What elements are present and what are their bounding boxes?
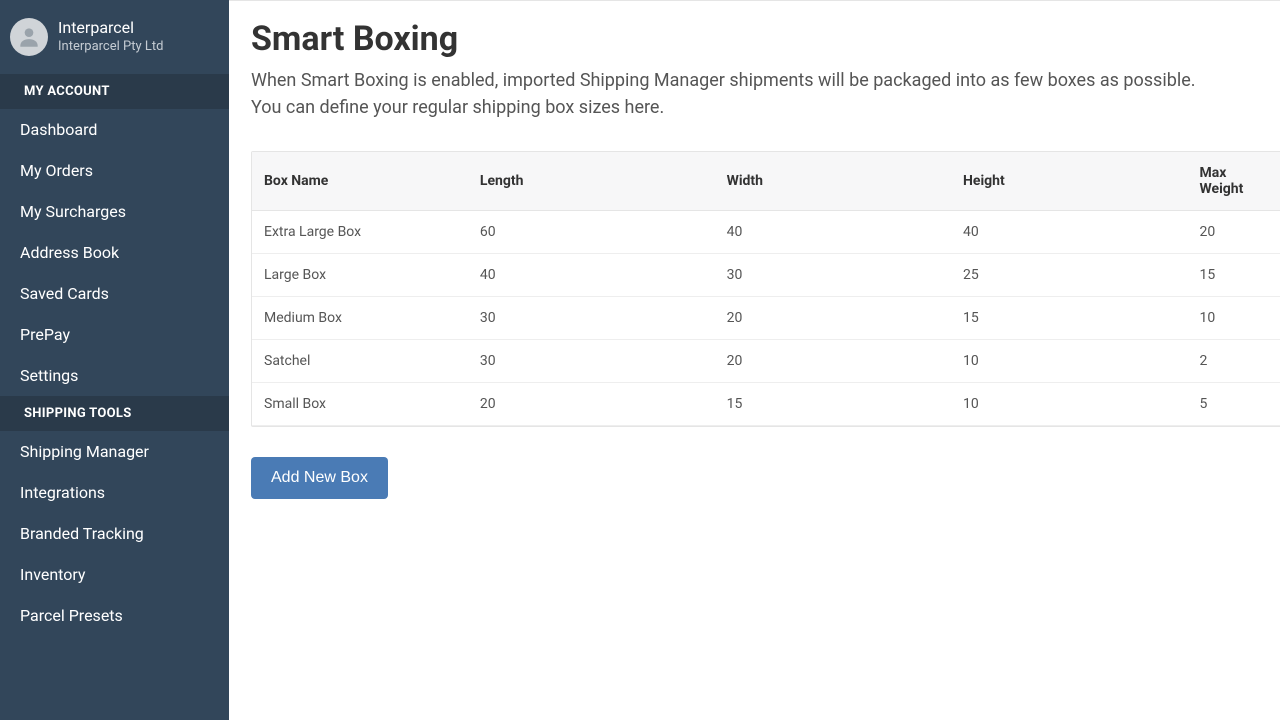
cell-height: 15 [951, 297, 1187, 340]
cell-name: Satchel [252, 340, 468, 383]
company-name: Interparcel [58, 18, 164, 39]
table-row[interactable]: Medium Box 30 20 15 10 [252, 297, 1280, 340]
boxes-table: Box Name Length Width Height Max Weight … [252, 152, 1280, 426]
cell-max-weight: 20 [1187, 211, 1280, 254]
cell-height: 25 [951, 254, 1187, 297]
cell-name: Large Box [252, 254, 468, 297]
cell-width: 15 [715, 383, 951, 426]
sidebar: Interparcel Interparcel Pty Ltd MY ACCOU… [0, 0, 229, 720]
sidebar-header-text: Interparcel Interparcel Pty Ltd [58, 18, 164, 56]
cell-height: 40 [951, 211, 1187, 254]
sidebar-item-settings[interactable]: Settings [0, 355, 229, 396]
sidebar-item-dashboard[interactable]: Dashboard [0, 109, 229, 150]
sidebar-item-branded-tracking[interactable]: Branded Tracking [0, 513, 229, 554]
cell-length: 60 [468, 211, 715, 254]
table-row[interactable]: Small Box 20 15 10 5 [252, 383, 1280, 426]
user-icon [16, 24, 42, 50]
col-length: Length [468, 152, 715, 211]
avatar [10, 18, 48, 56]
col-box-name: Box Name [252, 152, 468, 211]
cell-max-weight: 2 [1187, 340, 1280, 383]
cell-height: 10 [951, 383, 1187, 426]
table-row[interactable]: Extra Large Box 60 40 40 20 [252, 211, 1280, 254]
cell-width: 20 [715, 297, 951, 340]
page-title: Smart Boxing [229, 19, 1280, 59]
cell-width: 40 [715, 211, 951, 254]
cell-max-weight: 10 [1187, 297, 1280, 340]
sidebar-item-my-orders[interactable]: My Orders [0, 150, 229, 191]
boxes-table-wrap: Box Name Length Width Height Max Weight … [251, 151, 1280, 427]
cell-length: 40 [468, 254, 715, 297]
cell-length: 30 [468, 340, 715, 383]
main-content: Smart Boxing When Smart Boxing is enable… [229, 0, 1280, 720]
sidebar-section-shipping-tools: SHIPPING TOOLS [0, 396, 229, 431]
sidebar-item-integrations[interactable]: Integrations [0, 472, 229, 513]
sidebar-header: Interparcel Interparcel Pty Ltd [0, 0, 229, 74]
sidebar-section-my-account: MY ACCOUNT [0, 74, 229, 109]
sidebar-item-parcel-presets[interactable]: Parcel Presets [0, 595, 229, 636]
cell-max-weight: 5 [1187, 383, 1280, 426]
add-new-box-button[interactable]: Add New Box [251, 457, 388, 499]
table-header-row: Box Name Length Width Height Max Weight [252, 152, 1280, 211]
page-description-line2: You can define your regular shipping box… [251, 97, 664, 118]
sidebar-item-shipping-manager[interactable]: Shipping Manager [0, 431, 229, 472]
cell-name: Small Box [252, 383, 468, 426]
cell-length: 20 [468, 383, 715, 426]
page-description-line1: When Smart Boxing is enabled, imported S… [251, 70, 1196, 91]
col-width: Width [715, 152, 951, 211]
sidebar-item-inventory[interactable]: Inventory [0, 554, 229, 595]
cell-width: 20 [715, 340, 951, 383]
cell-width: 30 [715, 254, 951, 297]
cell-max-weight: 15 [1187, 254, 1280, 297]
company-subtitle: Interparcel Pty Ltd [58, 39, 164, 56]
sidebar-item-address-book[interactable]: Address Book [0, 232, 229, 273]
cell-length: 30 [468, 297, 715, 340]
col-height: Height [951, 152, 1187, 211]
table-row[interactable]: Satchel 30 20 10 2 [252, 340, 1280, 383]
sidebar-item-saved-cards[interactable]: Saved Cards [0, 273, 229, 314]
cell-height: 10 [951, 340, 1187, 383]
page-description: When Smart Boxing is enabled, imported S… [229, 67, 1280, 121]
sidebar-item-prepay[interactable]: PrePay [0, 314, 229, 355]
table-row[interactable]: Large Box 40 30 25 15 [252, 254, 1280, 297]
sidebar-item-my-surcharges[interactable]: My Surcharges [0, 191, 229, 232]
cell-name: Extra Large Box [252, 211, 468, 254]
cell-name: Medium Box [252, 297, 468, 340]
col-max-weight: Max Weight [1187, 152, 1280, 211]
